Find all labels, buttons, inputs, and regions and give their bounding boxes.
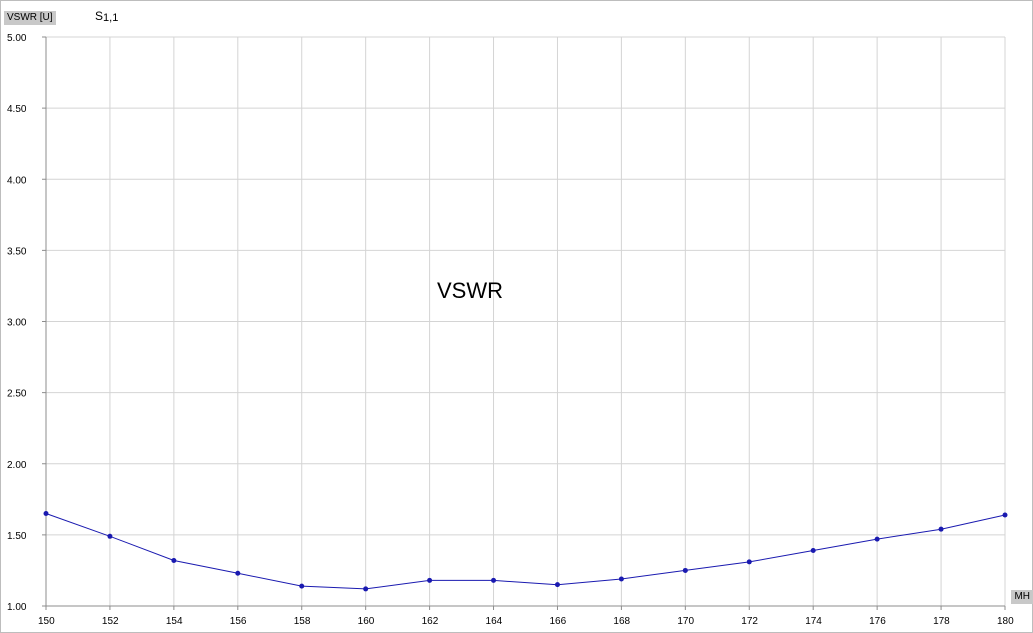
y-tick-label: 3.50 [7, 246, 27, 257]
data-point [1002, 512, 1008, 518]
data-point [299, 583, 305, 589]
tick-labels: 150 152 154 156 158 160 162 164 166 168 170 172 174 1… [7, 33, 1014, 627]
x-tick-label: 160 [358, 616, 375, 627]
x-unit-label: MH [1011, 590, 1033, 604]
y-axis-label: VSWR [U] [4, 11, 56, 25]
y-tick-label: 2.50 [7, 389, 27, 400]
x-tick-label: 180 [997, 616, 1014, 627]
data-point [363, 586, 369, 592]
data-point [491, 577, 497, 583]
x-tick-label: 170 [677, 616, 694, 627]
trace-name: S1,1 [95, 9, 118, 24]
x-tick-label: 152 [102, 616, 119, 627]
x-tick-label: 150 [38, 616, 55, 627]
data-point [171, 557, 177, 563]
data-point [682, 567, 688, 573]
trace-name-sub: 1,1 [103, 12, 119, 24]
chart-title: VSWR [437, 278, 503, 303]
series-line [45, 513, 1006, 590]
y-tick-label: 4.00 [7, 175, 27, 186]
x-tick-label: 176 [869, 616, 886, 627]
y-tick-label: 3.00 [7, 318, 27, 329]
x-tick-label: 174 [805, 616, 822, 627]
x-tick-label: 156 [230, 616, 247, 627]
data-point [874, 536, 880, 542]
data-point [427, 577, 433, 583]
series [43, 511, 1008, 592]
data-point [746, 559, 752, 565]
data-point [618, 576, 624, 582]
data-point [554, 582, 560, 588]
grid [45, 36, 1006, 607]
x-tick-label: 158 [294, 616, 311, 627]
x-tick-label: 168 [613, 616, 630, 627]
x-tick-label: 162 [422, 616, 439, 627]
x-tick-label: 164 [486, 616, 503, 627]
x-tick-label: 172 [741, 616, 758, 627]
y-tick-label: 1.00 [7, 602, 27, 613]
x-tick-label: 154 [166, 616, 183, 627]
data-point [107, 533, 113, 539]
data-point [810, 548, 816, 554]
data-point [938, 526, 944, 532]
x-tick-label: 166 [549, 616, 566, 627]
axes [42, 36, 1006, 610]
y-tick-label: 4.50 [7, 104, 27, 115]
x-tick-label: 178 [933, 616, 950, 627]
y-tick-label: 2.00 [7, 460, 27, 471]
y-tick-label: 5.00 [7, 33, 27, 44]
data-point [43, 511, 49, 517]
y-tick-label: 1.50 [7, 531, 27, 542]
data-point [235, 570, 241, 576]
trace-name-main: S [95, 9, 104, 23]
